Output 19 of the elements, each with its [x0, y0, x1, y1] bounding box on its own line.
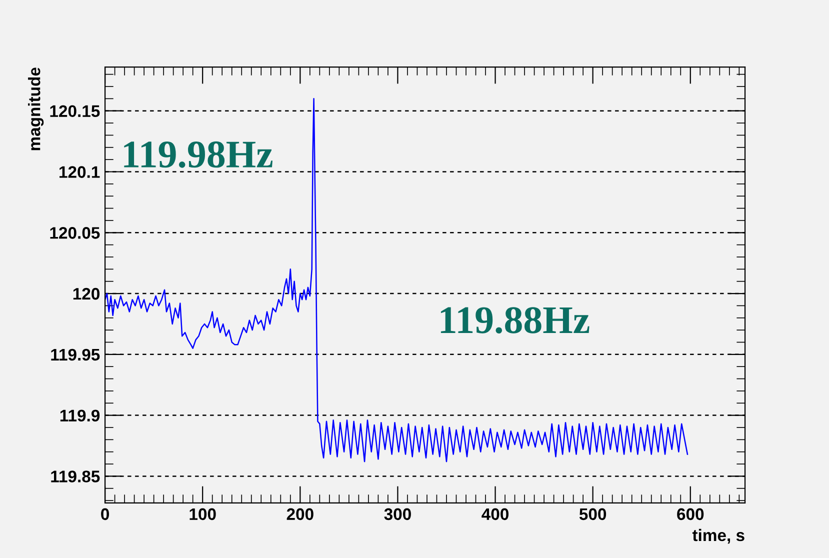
y-tick-label: 119.95: [51, 348, 100, 361]
x-tick-label: 600: [677, 508, 704, 520]
annotation: 119.88Hz: [440, 307, 590, 334]
x-tick-label: 400: [482, 508, 508, 520]
y-axis-title: magnitude: [28, 68, 44, 150]
x-axis-title: time, s: [692, 528, 744, 544]
y-tick-label: 119.9: [60, 410, 100, 422]
x-tick-label: 100: [190, 508, 216, 520]
annotation: 119.98Hz: [124, 141, 272, 168]
x-tick-label: 200: [286, 508, 314, 520]
x-tick-label: 0: [101, 508, 109, 520]
y-tick-label: 120.1: [60, 166, 100, 178]
y-tick-label: 120: [73, 288, 100, 300]
y-tick-label: 120.05: [50, 227, 100, 239]
y-tick-label: 120.15: [50, 105, 100, 118]
x-tick-label: 300: [384, 508, 411, 520]
line-series: [105, 98, 688, 462]
y-tick-label: 119.85: [51, 470, 100, 482]
x-tick-label: 500: [579, 508, 606, 520]
